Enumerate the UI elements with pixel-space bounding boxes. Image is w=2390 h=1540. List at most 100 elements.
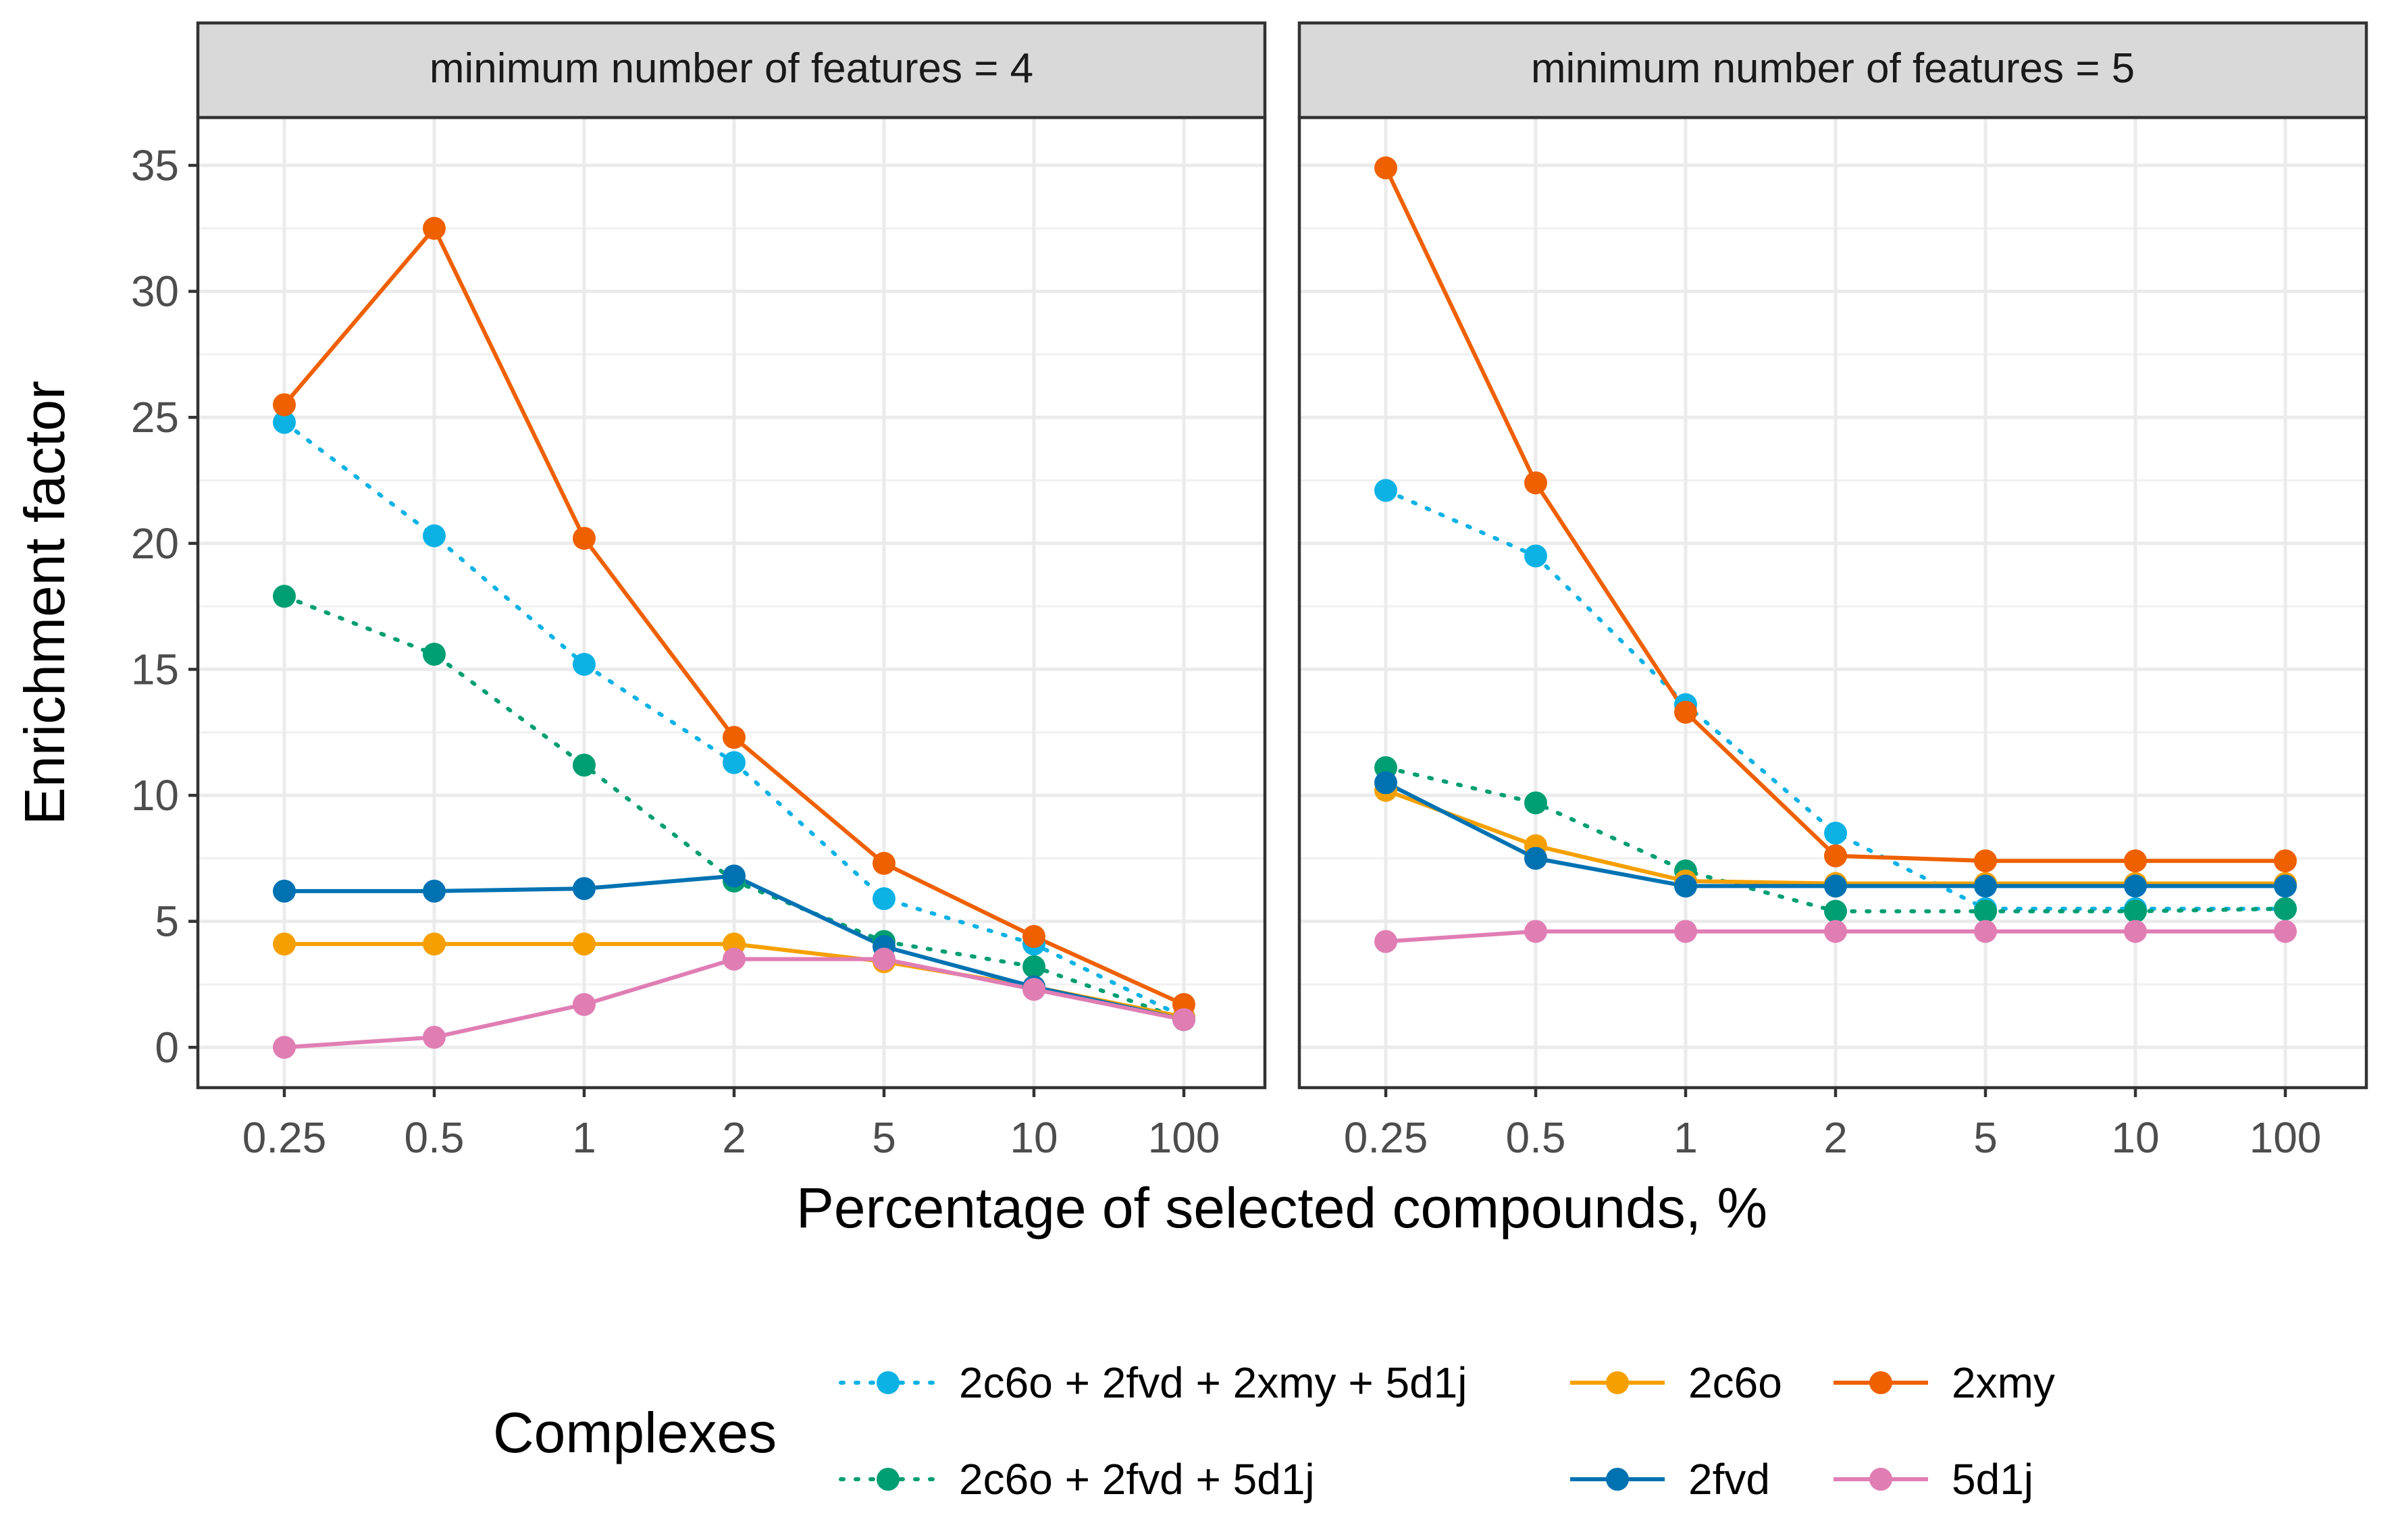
x-tick-label: 2 xyxy=(722,1113,746,1162)
data-point xyxy=(1824,874,1847,898)
panel-title: minimum number of features = 5 xyxy=(1531,45,2135,92)
data-point xyxy=(1524,544,1547,568)
data-point xyxy=(1022,955,1045,978)
data-point xyxy=(1824,844,1847,868)
legend-label: 2xmy xyxy=(1952,1358,2055,1407)
data-point xyxy=(2274,897,2297,920)
y-tick-label: 20 xyxy=(131,519,179,568)
data-point xyxy=(573,877,596,901)
y-tick-label: 30 xyxy=(131,267,179,316)
y-axis: 0 5 10 15 20 25 30 35 xyxy=(131,141,198,1071)
data-point xyxy=(2124,920,2147,943)
legend-title: Complexes xyxy=(493,1401,777,1464)
data-point xyxy=(873,887,895,911)
data-point xyxy=(1524,471,1547,495)
panel-points xyxy=(1374,156,2297,953)
x-tick-label: 0.5 xyxy=(405,1113,465,1162)
data-point xyxy=(1824,920,1847,943)
data-point xyxy=(423,932,446,956)
data-point xyxy=(1374,930,1397,953)
data-point xyxy=(573,753,596,777)
data-point xyxy=(273,879,296,903)
data-point xyxy=(723,726,746,749)
data-point xyxy=(1524,920,1547,943)
data-point xyxy=(273,1036,296,1059)
data-point xyxy=(1674,700,1697,724)
legend-label: 5d1j xyxy=(1952,1455,2033,1504)
x-axis-ticks: 0.25 0.5 1 2 5 10 100 xyxy=(1344,1088,2322,1162)
data-point xyxy=(1974,920,1997,943)
y-tick-label: 10 xyxy=(131,771,179,820)
data-point xyxy=(273,932,296,956)
panel-strip xyxy=(1297,21,2368,120)
panel-strip xyxy=(196,21,1267,120)
y-tick-label: 5 xyxy=(155,897,179,946)
legend-key-point xyxy=(877,1468,900,1491)
x-tick-label: 100 xyxy=(2250,1113,2322,1162)
data-point xyxy=(423,1026,446,1049)
data-point xyxy=(2274,849,2297,873)
data-point xyxy=(1674,874,1697,898)
y-tick-label: 15 xyxy=(131,645,179,693)
data-point xyxy=(423,217,446,240)
x-tick-label: 5 xyxy=(1973,1113,1998,1162)
data-point xyxy=(573,992,596,1016)
legend-label: 2c6o + 2fvd + 2xmy + 5d1j xyxy=(959,1358,1467,1407)
x-tick-label: 100 xyxy=(1148,1113,1220,1162)
data-point xyxy=(1824,899,1847,923)
y-axis-label: Enrichment factor xyxy=(13,381,76,825)
y-tick-label: 35 xyxy=(131,141,179,190)
legend-key-point xyxy=(877,1371,900,1394)
legend-label: 2c6o xyxy=(1688,1358,1782,1407)
x-tick-label: 5 xyxy=(872,1113,896,1162)
legend: Complexes 2c6o + 2fvd + 2xmy + 5d1j2c6o … xyxy=(493,1358,2055,1504)
x-tick-label: 10 xyxy=(2111,1113,2159,1162)
data-point xyxy=(573,652,596,676)
panel-min-features-5: minimum number of features = 5 0.25 0.5 1 2… xyxy=(1297,21,2368,1162)
data-point xyxy=(273,585,296,608)
data-point xyxy=(1524,791,1547,815)
y-tick-label: 25 xyxy=(131,393,179,442)
x-axis-ticks: 0.25 0.5 1 2 5 10 100 xyxy=(242,1088,1220,1162)
legend-items: 2c6o + 2fvd + 2xmy + 5d1j 2c6o + 2fvd + 5… xyxy=(839,1358,2055,1504)
data-point xyxy=(2124,874,2147,898)
x-tick-label: 0.25 xyxy=(242,1113,327,1162)
legend-key-point xyxy=(1606,1371,1629,1394)
data-point xyxy=(2274,874,2297,898)
panel-points xyxy=(273,217,1195,1059)
x-axis-label: Percentage of selected compounds, % xyxy=(796,1176,1767,1240)
data-point xyxy=(423,879,446,903)
legend-key-point xyxy=(1606,1468,1629,1491)
data-point xyxy=(1974,899,1997,923)
data-point xyxy=(423,643,446,666)
data-point xyxy=(1974,874,1997,898)
data-point xyxy=(273,410,296,434)
x-tick-label: 2 xyxy=(1823,1113,1848,1162)
y-tick-label: 0 xyxy=(155,1023,179,1071)
data-point xyxy=(1674,920,1697,943)
data-point xyxy=(723,947,746,971)
legend-key-point xyxy=(1869,1371,1892,1394)
data-point xyxy=(573,932,596,956)
data-point xyxy=(723,751,746,774)
data-point xyxy=(1022,978,1045,1001)
panel-grid xyxy=(198,117,1265,1088)
panel-min-features-4: minimum number of features = 4 0.25 0.5 1 2… xyxy=(196,21,1267,1162)
data-point xyxy=(2274,920,2297,943)
data-point xyxy=(1524,847,1547,870)
data-point xyxy=(1374,479,1397,502)
panel-background xyxy=(198,117,1265,1088)
data-point xyxy=(873,947,895,971)
panel-title: minimum number of features = 4 xyxy=(430,45,1033,92)
legend-label: 2c6o + 2fvd + 5d1j xyxy=(959,1455,1315,1504)
data-point xyxy=(1824,822,1847,845)
data-point xyxy=(2124,899,2147,923)
legend-key-point xyxy=(1869,1468,1892,1491)
data-point xyxy=(1022,925,1045,949)
data-point xyxy=(1374,156,1397,180)
x-tick-label: 1 xyxy=(572,1113,596,1162)
data-point xyxy=(873,851,895,875)
data-point xyxy=(1974,849,1997,873)
legend-label: 2fvd xyxy=(1688,1455,1770,1504)
